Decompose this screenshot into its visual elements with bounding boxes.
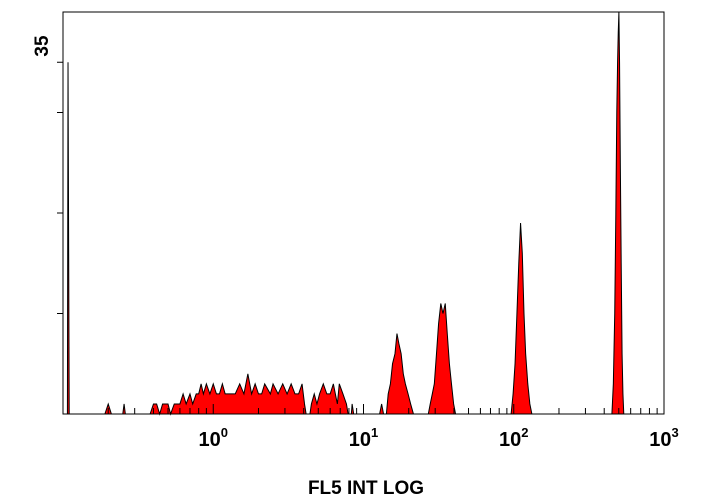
x-tick-label-base: 10	[499, 429, 521, 451]
x-tick-label-exponent: 0	[221, 425, 228, 440]
y-tick-label: 35	[32, 35, 53, 57]
histogram-outline	[66, 11, 625, 416]
histogram-area	[67, 12, 624, 414]
x-tick-label-base: 10	[349, 429, 371, 451]
plot-frame	[62, 11, 665, 415]
x-tick-label-base: 10	[199, 429, 221, 451]
x-tick-label-exponent: 1	[371, 425, 378, 440]
x-tick-label-exponent: 2	[521, 425, 528, 440]
axes: 100 101 102 103	[57, 11, 679, 451]
x-tick-label: 100	[199, 425, 228, 451]
x-tick-label: 102	[499, 425, 528, 451]
x-tick-label: 101	[349, 425, 378, 451]
plot-area	[66, 11, 625, 416]
x-tick-label-base: 10	[649, 429, 671, 451]
x-tick-label-exponent: 3	[672, 425, 679, 440]
x-tick-label: 103	[649, 425, 678, 451]
x-axis-title: FL5 INT LOG	[308, 478, 424, 499]
